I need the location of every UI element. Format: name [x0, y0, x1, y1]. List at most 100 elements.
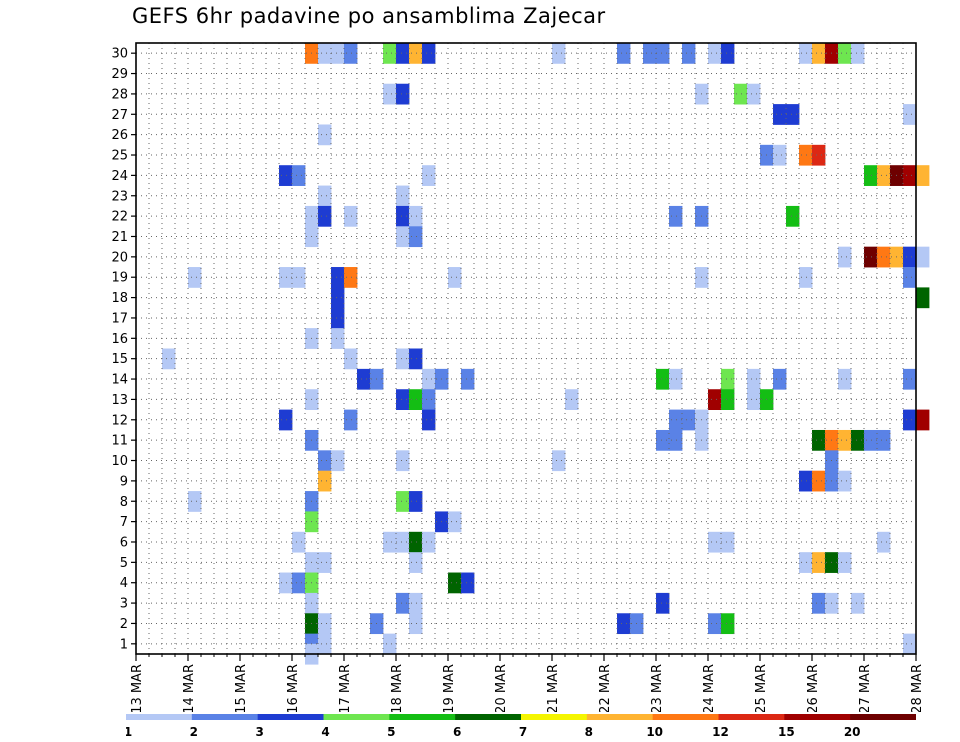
heatmap-cell [422, 165, 436, 186]
colorbar-swatch [718, 714, 785, 720]
y-tick-label: 27 [111, 108, 128, 123]
heatmap-cell [916, 287, 930, 309]
heatmap-cell [383, 531, 397, 553]
heatmap-cell [422, 368, 436, 390]
y-tick-label: 17 [111, 311, 128, 326]
heatmap-cell [409, 205, 423, 227]
heatmap-cell [838, 43, 852, 64]
y-tick-label: 13 [111, 393, 128, 408]
heatmap-cell [409, 389, 423, 410]
heatmap-cell [877, 165, 891, 186]
heatmap-cell [162, 348, 176, 370]
heatmap-cell [396, 592, 410, 614]
heatmap-cell [318, 633, 332, 655]
heatmap-cell [877, 246, 891, 268]
y-tick-label: 22 [111, 210, 128, 225]
x-tick-label: 22 MAR [598, 664, 613, 712]
x-tick-label: 27 MAR [858, 664, 873, 712]
heatmap-cell [877, 429, 891, 451]
y-tick-label: 8 [120, 495, 128, 510]
heatmap-cell [903, 165, 917, 186]
heatmap-cell [682, 409, 696, 431]
heatmap-cell [669, 205, 683, 227]
heatmap-cell [682, 43, 696, 64]
colorbar-swatch [652, 714, 719, 720]
colorbar-swatch [323, 714, 390, 720]
heatmap-cell [799, 144, 813, 166]
heatmap-cell [552, 450, 566, 472]
heatmap-cell [188, 491, 202, 512]
y-tick-label: 4 [120, 576, 128, 591]
heatmap-cell [708, 531, 722, 553]
y-tick-label: 26 [111, 128, 128, 143]
y-tick-label: 12 [111, 413, 128, 428]
heatmap-cell [617, 43, 631, 64]
y-tick-label: 6 [120, 535, 128, 550]
heatmap-cell [331, 450, 345, 472]
y-tick-label: 25 [111, 149, 128, 164]
heatmap-cell [279, 165, 293, 186]
heatmap-cell [422, 531, 436, 553]
y-tick-label: 18 [111, 291, 128, 306]
heatmap-cell [383, 633, 397, 655]
x-tick-label: 21 MAR [546, 664, 561, 712]
heatmap-cell [838, 429, 852, 451]
heatmap-cell [903, 409, 917, 431]
heatmap-cell [318, 613, 332, 635]
heatmap-cell [318, 552, 332, 573]
heatmap-cell [279, 572, 293, 594]
colorbar-swatch [126, 714, 193, 720]
heatmap-cell [838, 470, 852, 492]
heatmap-cell [344, 348, 358, 370]
colorbar-label: 20 [844, 725, 861, 739]
x-tick-label: 14 MAR [182, 664, 197, 712]
heatmap-cell [396, 185, 410, 207]
y-tick-label: 10 [111, 454, 128, 469]
heatmap-cell [396, 226, 410, 248]
heatmap-cell [669, 409, 683, 431]
heatmap-cell [812, 470, 826, 492]
y-tick-label: 9 [120, 474, 128, 489]
colorbar-swatch [389, 714, 456, 720]
heatmap-cell [721, 43, 735, 64]
heatmap-cell [812, 43, 826, 64]
heatmap-cell [864, 246, 878, 268]
heatmap-cell [409, 348, 423, 370]
heatmap-cell [916, 165, 930, 186]
heatmap-cell [344, 409, 358, 431]
y-tick-label: 2 [120, 617, 128, 632]
colorbar-swatch [586, 714, 654, 720]
heatmap-cell [331, 307, 345, 329]
heatmap-cell [916, 246, 930, 268]
colorbar-label: 1 [126, 725, 132, 739]
heatmap-cell [409, 531, 423, 553]
heatmap-cell [383, 43, 397, 64]
x-tick-label: 28 MAR [910, 664, 925, 712]
heatmap-cell [656, 592, 670, 614]
heatmap-cell [461, 572, 475, 594]
heatmap-cell [669, 429, 683, 451]
heatmap-cell [773, 368, 787, 390]
chart-title: GEFS 6hr padavine po ansamblima Zajecar [132, 4, 606, 28]
heatmap-cell [188, 267, 202, 288]
heatmap-cell [318, 450, 332, 472]
heatmap-cell [396, 43, 410, 64]
heatmap-cell [344, 267, 358, 288]
heatmap-cell [799, 43, 813, 64]
heatmap-cell [786, 205, 800, 227]
heatmap-cell [396, 205, 410, 227]
heatmap-cell [747, 368, 761, 390]
y-tick-label: 5 [120, 556, 128, 571]
heatmap-cell [331, 267, 345, 288]
heatmap-cell [916, 409, 930, 431]
colorbar-label: 5 [387, 725, 395, 739]
heatmap-cell [812, 592, 826, 614]
y-tick-label: 28 [111, 87, 128, 102]
heatmap-cell [903, 104, 917, 125]
heatmap-cell [396, 450, 410, 472]
colorbar-swatch [784, 714, 851, 720]
heatmap-cell [864, 429, 878, 451]
heatmap-cell [903, 246, 917, 268]
x-tick-label: 24 MAR [702, 664, 717, 712]
x-tick-label: 23 MAR [650, 664, 665, 712]
